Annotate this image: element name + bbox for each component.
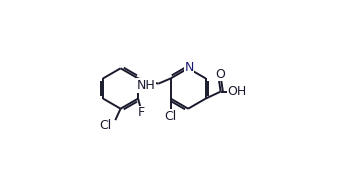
Text: F: F [138, 106, 145, 119]
Text: Cl: Cl [99, 119, 111, 132]
Text: OH: OH [227, 85, 247, 98]
Text: N: N [185, 61, 194, 74]
Text: O: O [215, 67, 225, 81]
Text: NH: NH [137, 79, 156, 92]
Text: Cl: Cl [165, 110, 177, 123]
